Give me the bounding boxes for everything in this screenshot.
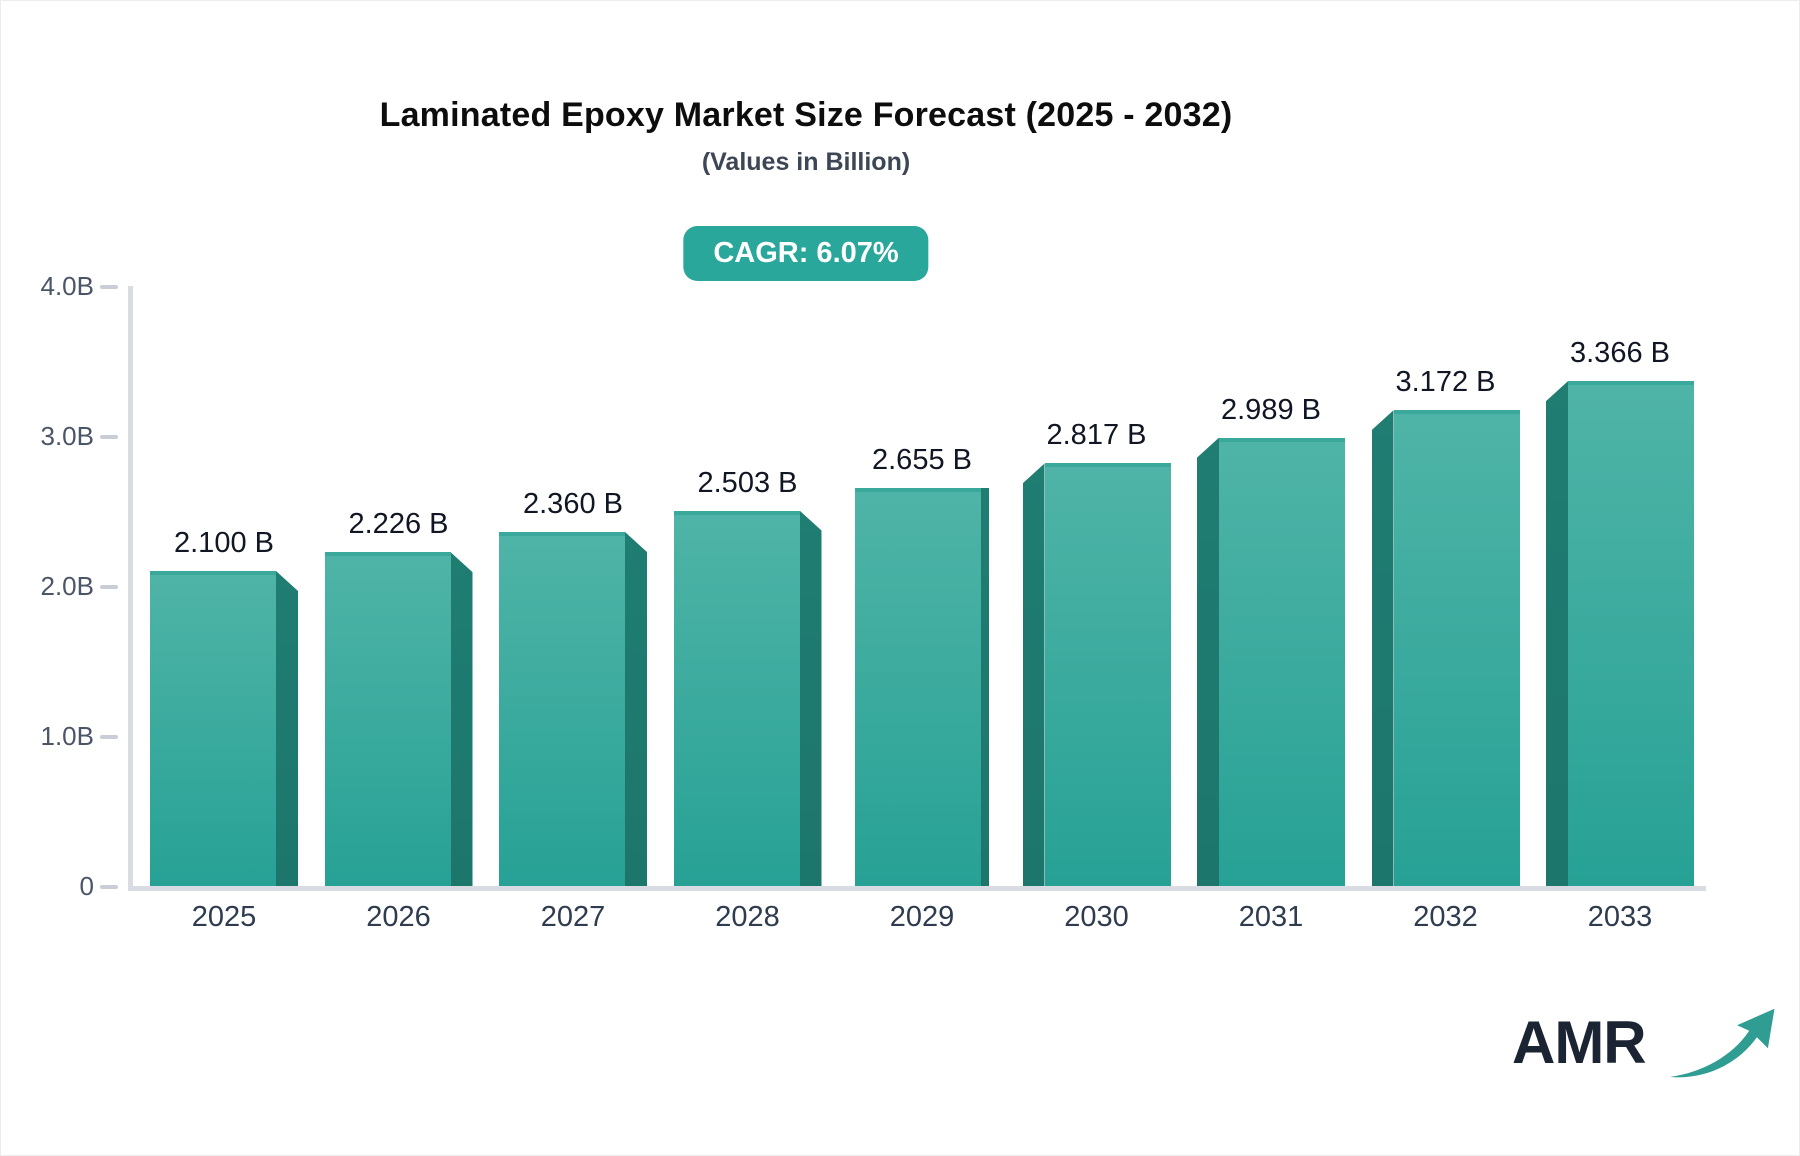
y-tick-dash — [100, 885, 118, 889]
bar-2026 — [324, 552, 451, 886]
bar-2029 — [855, 487, 981, 886]
bar-side-2029 — [981, 487, 989, 886]
x-axis-label-2025: 2025 — [191, 901, 257, 933]
y-tick-label: 2.0B — [40, 571, 95, 601]
bar-2028 — [673, 510, 800, 886]
bar-side-2031 — [1197, 437, 1219, 886]
y-tick-dash — [100, 735, 118, 739]
bar-2031 — [1219, 437, 1345, 886]
y-tick-label: 3.0B — [40, 421, 95, 451]
bar-value-label: 2.360 B — [523, 488, 623, 520]
bar-value-label: 3.172 B — [1395, 366, 1496, 399]
bar-2030 — [1044, 463, 1171, 886]
bar-value-label: 2.226 B — [348, 508, 449, 541]
bar-2025 — [150, 571, 276, 886]
y-tick-label: 4.0B — [40, 271, 95, 301]
x-axis-label-2026: 2026 — [366, 901, 431, 933]
bar-value-label: 3.366 B — [1570, 337, 1670, 370]
bar-value-label: 2.989 B — [1221, 393, 1321, 426]
x-axis-label-2030: 2030 — [1064, 901, 1129, 933]
x-axis-line — [128, 886, 1706, 891]
bar-side-2030 — [1022, 463, 1045, 886]
bar-side-2027 — [625, 532, 647, 886]
bar-2032 — [1393, 410, 1520, 886]
amr-logo-text: AMR — [1512, 1009, 1647, 1076]
amr-logo: AMR — [1512, 1000, 1792, 1096]
y-tick-dash — [100, 435, 118, 439]
bar-side-2033 — [1546, 381, 1568, 886]
cagr-badge: CAGR: 6.07% — [683, 226, 929, 281]
y-tick-dash — [100, 585, 118, 589]
chart-title: Laminated Epoxy Market Size Forecast (20… — [379, 96, 1233, 134]
bar-2033 — [1568, 381, 1694, 886]
trend-up-arrow-icon — [1670, 1006, 1780, 1089]
bar-value-label: 2.817 B — [1046, 419, 1147, 452]
bar-value-label: 2.100 B — [174, 527, 274, 559]
x-axis-label-2031: 2031 — [1238, 901, 1304, 933]
x-axis-label-2029: 2029 — [889, 901, 955, 933]
x-axis-label-2033: 2033 — [1587, 901, 1653, 933]
bar-side-2026 — [450, 552, 473, 886]
y-tick-label: 0 — [79, 871, 94, 901]
bar-value-label: 2.655 B — [872, 443, 972, 476]
bar-value-label: 2.503 B — [697, 466, 798, 499]
x-axis-label-2027: 2027 — [540, 901, 606, 933]
bar-side-2032 — [1371, 410, 1394, 886]
chart-subtitle: (Values in Billion) — [701, 148, 911, 176]
bar-side-2028 — [799, 510, 822, 886]
x-axis-label-2028: 2028 — [715, 901, 780, 933]
bar-2027 — [499, 532, 625, 886]
y-tick-dash — [100, 285, 118, 289]
x-axis-label-2032: 2032 — [1413, 901, 1478, 933]
y-tick-label: 1.0B — [40, 721, 95, 751]
bar-side-2025 — [276, 571, 298, 886]
y-axis-line — [128, 286, 133, 891]
